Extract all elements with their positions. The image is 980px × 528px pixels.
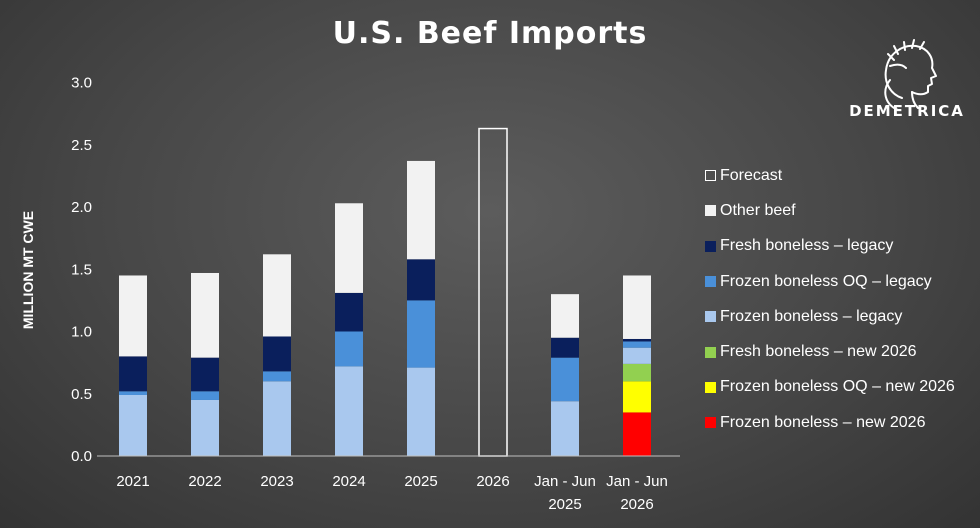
bar-segment — [623, 412, 651, 456]
legend-item: Frozen boneless – legacy — [705, 299, 955, 334]
legend-swatch — [705, 311, 716, 323]
bar-segment — [551, 294, 579, 338]
bar-segment — [191, 272, 219, 358]
legend-label: Frozen boneless OQ – legacy — [720, 272, 932, 290]
x-tick-label: 2023 — [260, 473, 293, 490]
bar-segment — [119, 391, 147, 395]
legend-item: Frozen boneless – new 2026 — [705, 405, 955, 440]
legend-swatch — [705, 417, 716, 429]
bar-segment — [263, 371, 291, 382]
x-tick-label: 2026 — [620, 496, 653, 513]
y-tick-label: 3.0 — [71, 75, 92, 92]
legend-swatch — [705, 205, 716, 217]
bar-segment — [119, 275, 147, 357]
legend-swatch — [705, 346, 716, 358]
legend-label: Fresh boneless – legacy — [720, 237, 894, 255]
bar-segment — [263, 254, 291, 337]
y-tick-label: 0.5 — [71, 386, 92, 403]
bar-segment — [407, 160, 435, 260]
legend-swatch — [705, 240, 716, 252]
bar-segment — [551, 401, 579, 456]
y-tick-label: 0.0 — [71, 448, 92, 465]
bar-segment — [191, 399, 219, 456]
legend-item: Frozen boneless OQ – new 2026 — [705, 370, 955, 405]
bar-segment — [623, 338, 651, 342]
bar-segment — [407, 367, 435, 456]
bar-segment — [119, 394, 147, 456]
bar-segment — [263, 381, 291, 456]
y-tick-label: 2.0 — [71, 199, 92, 216]
bar-segment — [478, 127, 508, 457]
x-tick-label: Jan - Jun — [606, 473, 668, 490]
x-tick-label: Jan - Jun — [534, 473, 596, 490]
bar-segment — [623, 347, 651, 364]
legend-swatch — [705, 170, 716, 182]
legend-label: Other beef — [720, 201, 796, 219]
x-tick-label: 2024 — [332, 473, 365, 490]
bar-segment — [407, 300, 435, 368]
bar-segment — [191, 357, 219, 392]
legend-swatch — [705, 381, 716, 393]
x-tick-label: 2025 — [548, 496, 581, 513]
bar-segment — [623, 381, 651, 413]
x-tick-label: 2021 — [116, 473, 149, 490]
y-tick-label: 2.5 — [71, 137, 92, 154]
bar-segment — [551, 337, 579, 358]
legend-swatch — [705, 276, 716, 288]
bar-segment — [335, 366, 363, 456]
logo-text: DEMETRICA — [849, 102, 965, 120]
bar-segment — [407, 259, 435, 301]
legend-label: Frozen boneless – new 2026 — [720, 413, 926, 431]
legend-label: Fresh boneless – new 2026 — [720, 343, 917, 361]
bar-segment — [263, 336, 291, 372]
bar-segment — [335, 331, 363, 367]
legend: Forecast Other beef Fresh boneless – legac… — [705, 158, 955, 440]
legend-label: Forecast — [720, 166, 783, 184]
legend-item: Other beef — [705, 193, 955, 228]
bar-segment — [335, 203, 363, 293]
bar-segment — [623, 363, 651, 382]
bar-segment — [623, 275, 651, 339]
bar-segment — [191, 391, 219, 400]
legend-item: Fresh boneless – legacy — [705, 229, 955, 264]
legend-item: Forecast — [705, 158, 955, 193]
bar-segment — [119, 356, 147, 392]
legend-label: Frozen boneless OQ – new 2026 — [720, 378, 955, 396]
x-tick-label: 2025 — [404, 473, 437, 490]
chart-title: U.S. Beef Imports — [332, 16, 648, 51]
x-tick-label: 2022 — [188, 473, 221, 490]
legend-label: Frozen boneless – legacy — [720, 307, 903, 325]
legend-item: Fresh boneless – new 2026 — [705, 334, 955, 369]
bar-segment — [623, 341, 651, 348]
bar-segment — [551, 357, 579, 402]
legend-item: Frozen boneless OQ – legacy — [705, 264, 955, 299]
bar-segment — [335, 292, 363, 332]
y-tick-label: 1.0 — [71, 324, 92, 341]
x-tick-label: 2026 — [476, 473, 509, 490]
demetrica-logo-icon — [884, 39, 937, 111]
y-tick-label: 1.5 — [71, 261, 92, 278]
